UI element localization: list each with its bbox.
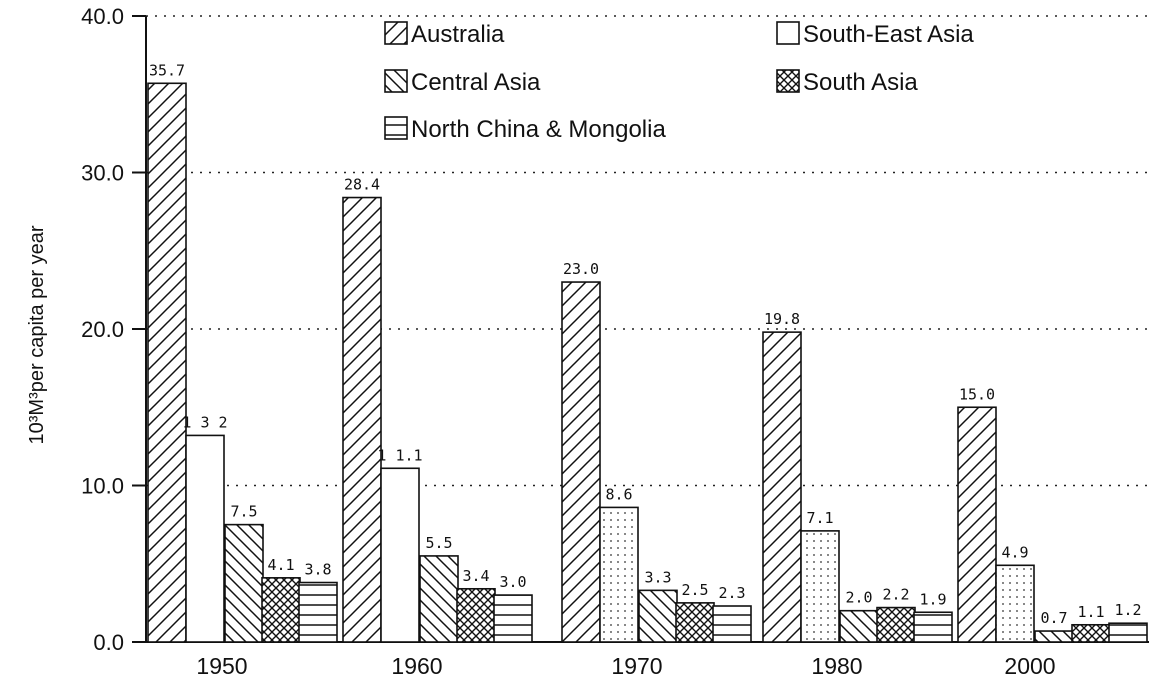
bar-1960-north-china-mongolia bbox=[493, 594, 533, 643]
data-label: 4.1 bbox=[267, 556, 294, 574]
data-label: 1 1.1 bbox=[377, 446, 422, 464]
data-label: 1.9 bbox=[919, 590, 946, 608]
legend-label: North China & Mongolia bbox=[411, 116, 666, 143]
x-tick-label-2000: 2000 bbox=[1004, 653, 1055, 679]
bar-1950-australia bbox=[147, 82, 187, 643]
legend-swatch-central-asia bbox=[384, 69, 408, 93]
bar-1960-australia bbox=[342, 196, 382, 643]
y-axis-label: 10³M³per capita per year bbox=[26, 225, 48, 444]
y-tick-label: 40.0 bbox=[81, 4, 124, 29]
data-label: 8.6 bbox=[605, 485, 632, 503]
data-label: 2.0 bbox=[845, 589, 872, 607]
x-tick-label-1970: 1970 bbox=[611, 653, 662, 679]
bar-1950-north-china-mongolia bbox=[298, 581, 338, 643]
y-tick-label: 20.0 bbox=[81, 317, 124, 342]
bar-2000-south-east-asia bbox=[995, 564, 1035, 643]
legend-label: South Asia bbox=[803, 69, 918, 96]
data-label: 1.1 bbox=[1077, 603, 1104, 621]
bar-1980-north-china-mongolia bbox=[913, 611, 953, 643]
legend-swatch-north-china-mongolia bbox=[384, 116, 408, 140]
bar-1970-south-asia bbox=[675, 602, 715, 643]
data-label: 2.3 bbox=[718, 584, 745, 602]
bar-1980-south-east-asia bbox=[800, 530, 840, 643]
data-label: 3.4 bbox=[462, 567, 489, 585]
legend-label: Australia bbox=[411, 21, 505, 48]
bar-1970-australia bbox=[561, 281, 601, 643]
data-label: 4.9 bbox=[1001, 543, 1028, 561]
data-label: 35.7 bbox=[149, 61, 185, 79]
data-label: 19.8 bbox=[764, 310, 800, 328]
legend-swatch-australia bbox=[384, 21, 408, 45]
data-label: 23.0 bbox=[563, 260, 599, 278]
y-tick-label: 10.0 bbox=[81, 474, 124, 499]
legend-swatch-south-east-asia bbox=[776, 21, 800, 45]
data-label: 0.7 bbox=[1040, 609, 1067, 627]
bar-1970-north-china-mongolia bbox=[712, 605, 752, 643]
bar-1950-south-east-asia bbox=[185, 434, 225, 643]
bar-1950-central-asia bbox=[224, 523, 264, 643]
y-tick-label: 30.0 bbox=[81, 161, 124, 186]
bar-1980-australia bbox=[762, 331, 802, 643]
bar-1960-central-asia bbox=[419, 555, 459, 643]
legend: Australia South-East Asia Central Asia Sout… bbox=[384, 21, 974, 143]
data-label: 28.4 bbox=[344, 176, 380, 194]
bars bbox=[147, 82, 1148, 643]
data-labels: 35.7 1 3 2 7.5 4.1 3.8 28.4 1 1.1 5.5 3.4 3.0 23.0… bbox=[149, 61, 1142, 627]
bar-1950-south-asia bbox=[261, 577, 301, 643]
bar-1980-central-asia bbox=[839, 609, 879, 643]
data-label: 7.5 bbox=[230, 503, 257, 521]
data-label: 1 3 2 bbox=[182, 413, 227, 431]
x-tick-label-1950: 1950 bbox=[196, 653, 247, 679]
legend-label: Central Asia bbox=[411, 69, 541, 96]
bar-2000-south-asia bbox=[1071, 623, 1111, 643]
data-label: 2.5 bbox=[681, 581, 708, 599]
legend-swatch-south-asia bbox=[776, 69, 800, 93]
data-label: 5.5 bbox=[425, 534, 452, 552]
data-label: 2.2 bbox=[882, 586, 909, 604]
data-label: 15.0 bbox=[959, 385, 995, 403]
bar-1960-south-asia bbox=[456, 587, 496, 643]
bar-1970-south-east-asia bbox=[599, 506, 639, 643]
data-label: 3.8 bbox=[304, 561, 331, 579]
bar-1960-south-east-asia bbox=[380, 467, 420, 643]
x-tick-label-1960: 1960 bbox=[391, 653, 442, 679]
bar-2000-central-asia bbox=[1034, 630, 1074, 643]
data-label: 3.0 bbox=[499, 573, 526, 591]
legend-label: South-East Asia bbox=[803, 21, 974, 48]
gridlines bbox=[146, 15, 1149, 487]
data-label: 3.3 bbox=[644, 568, 671, 586]
data-label: 7.1 bbox=[806, 509, 833, 527]
bar-2000-north-china-mongolia bbox=[1108, 622, 1148, 643]
bar-1980-south-asia bbox=[876, 606, 916, 643]
bar-2000-australia bbox=[957, 406, 997, 643]
y-tick-label: 0.0 bbox=[93, 630, 124, 655]
bar-1970-central-asia bbox=[638, 589, 678, 643]
data-label: 1.2 bbox=[1114, 601, 1141, 619]
x-tick-label-1980: 1980 bbox=[811, 653, 862, 679]
